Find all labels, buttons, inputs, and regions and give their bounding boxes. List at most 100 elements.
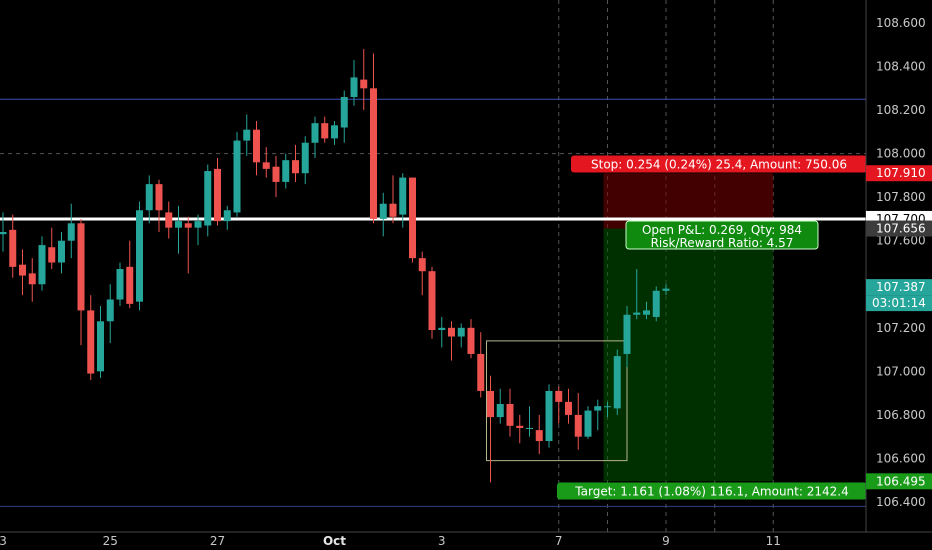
candle-body <box>350 77 358 98</box>
candle-body <box>418 258 426 272</box>
x-tick-label: 27 <box>210 534 225 548</box>
y-tick-label: 106.400 <box>876 495 926 509</box>
candle <box>389 175 397 224</box>
candle-body <box>574 414 582 437</box>
y-tick-label: 107.000 <box>876 364 926 378</box>
candle-body <box>467 327 475 354</box>
candle-body <box>194 221 202 228</box>
candle-body <box>623 314 631 354</box>
candle <box>574 393 582 450</box>
candle <box>9 214 17 278</box>
candle-body <box>9 229 17 267</box>
candle <box>370 53 377 224</box>
candle-body <box>28 273 36 285</box>
price-tag-text: 106.495 <box>876 474 926 488</box>
candle <box>340 90 348 143</box>
candle <box>262 147 270 178</box>
candle <box>643 301 650 320</box>
candle-body <box>555 390 563 402</box>
candle <box>652 286 660 322</box>
candle-body <box>223 210 231 222</box>
candle-body <box>613 356 621 409</box>
time-axis[interactable]: 3 25 27 Oct 3 7 9 11 <box>0 531 932 548</box>
candle <box>409 177 416 263</box>
pnl-label-text: Open P&L: 0.269, Qty: 984 <box>642 223 802 237</box>
candle-body <box>77 223 85 311</box>
countdown-bg <box>866 295 932 312</box>
candle-body <box>301 142 309 174</box>
price-tag[interactable]: 107.910 <box>866 165 932 182</box>
candle-body <box>340 97 348 128</box>
y-tick-label: 107.200 <box>876 321 926 335</box>
candle-body <box>204 171 212 226</box>
candle-body <box>594 406 602 411</box>
candle-body <box>116 269 124 300</box>
candle-body <box>175 221 182 228</box>
x-tick-label: 9 <box>662 534 670 548</box>
candle-body <box>253 129 260 163</box>
countdown-tag: 03:01:14 <box>866 295 932 312</box>
candle <box>155 179 163 233</box>
candle <box>28 258 36 302</box>
candle <box>604 401 611 418</box>
rectangle-drawing[interactable] <box>486 340 628 462</box>
candle <box>418 251 426 296</box>
candle-body <box>652 290 660 317</box>
candle <box>0 212 7 252</box>
candle-body <box>487 390 494 418</box>
price-tag[interactable]: 106.495 <box>866 473 932 490</box>
candle <box>448 321 455 361</box>
target-zone[interactable] <box>603 228 774 482</box>
y-tick-label: 107.800 <box>876 190 926 204</box>
candle-body <box>370 88 377 219</box>
pnl-label-text: Risk/Reward Ratio: 4.57 <box>651 236 794 250</box>
candle-body <box>448 327 455 337</box>
target-label: Target: 1.161 (1.08%) 116.1, Amount: 214… <box>557 482 867 500</box>
stop-label-text: Stop: 0.254 (0.24%) 25.4, Amount: 750.06 <box>591 158 847 172</box>
candles-layer <box>0 49 670 483</box>
candle <box>399 173 407 228</box>
y-tick-label: 106.800 <box>876 408 926 422</box>
candle-body <box>87 310 95 374</box>
candle <box>360 49 368 111</box>
rectangle-shape[interactable] <box>486 340 628 462</box>
candle <box>350 60 358 106</box>
x-tick-label: 11 <box>766 534 781 548</box>
candle-body <box>165 212 173 228</box>
price-tag-text: 107.656 <box>876 222 926 236</box>
candle <box>301 136 309 185</box>
candle <box>126 240 134 309</box>
candle-body <box>155 184 163 211</box>
price-tag[interactable]: 107.656 <box>866 220 932 237</box>
candle <box>58 232 65 274</box>
price-axis[interactable]: 108.600 108.400 108.200 108.000 107.800 107.6… <box>865 0 932 550</box>
candle <box>623 306 631 368</box>
countdown-text: 03:01:14 <box>872 296 926 310</box>
horizontal-lines[interactable] <box>0 98 866 507</box>
candle-body <box>311 123 319 143</box>
price-tag[interactable]: 107.387 <box>866 279 932 296</box>
candle-body <box>584 410 592 437</box>
candle <box>496 388 504 424</box>
price-tag-text: 107.387 <box>876 280 926 294</box>
candle-body <box>379 203 387 219</box>
candle <box>194 214 202 246</box>
candle-body <box>516 425 524 428</box>
candle <box>106 284 114 344</box>
candle-body <box>496 404 504 418</box>
candle <box>565 388 572 424</box>
candle <box>477 332 485 398</box>
candle <box>38 236 46 291</box>
candle-body <box>106 299 114 322</box>
x-tick-label: 3 <box>0 534 7 548</box>
candle-body <box>506 404 514 426</box>
candle-body <box>38 245 46 285</box>
candle-body <box>399 177 407 215</box>
candle <box>457 323 465 348</box>
candle <box>97 306 104 378</box>
candle <box>633 269 641 320</box>
candle-body <box>67 223 75 241</box>
candle <box>613 349 621 415</box>
